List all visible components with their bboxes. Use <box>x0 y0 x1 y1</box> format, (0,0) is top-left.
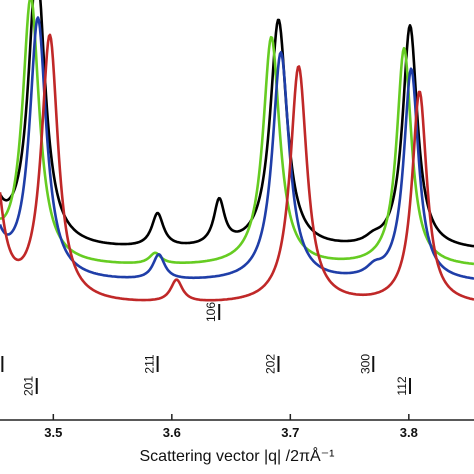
x-tick-label-3.7: 3.7 <box>281 425 299 440</box>
reflection-label-300: 300 <box>358 354 372 374</box>
reflection-label-112: 112 <box>395 376 409 395</box>
reflection-label-106: 106 <box>204 302 218 322</box>
reflection-marker-layer: 201 211 106 202 300 112 <box>1 302 412 396</box>
x-tick-layer: 3.5 3.6 3.7 3.8 <box>44 414 418 440</box>
x-axis-label: Scattering vector |q| /2πÅ⁻¹ <box>140 446 335 465</box>
series-line-0 <box>0 0 474 248</box>
series-line-2 <box>0 16 474 280</box>
series-line-3 <box>0 33 474 302</box>
reflection-label-201: 201 <box>22 376 36 396</box>
x-tick-label-3.8: 3.8 <box>400 425 418 440</box>
x-tick-label-3.5: 3.5 <box>44 425 62 440</box>
reflection-label-202: 202 <box>263 354 277 374</box>
reflection-label-211: 211 <box>143 354 157 373</box>
curve-layer <box>0 0 474 302</box>
series-line-1 <box>0 0 474 266</box>
x-tick-label-3.6: 3.6 <box>163 425 181 440</box>
